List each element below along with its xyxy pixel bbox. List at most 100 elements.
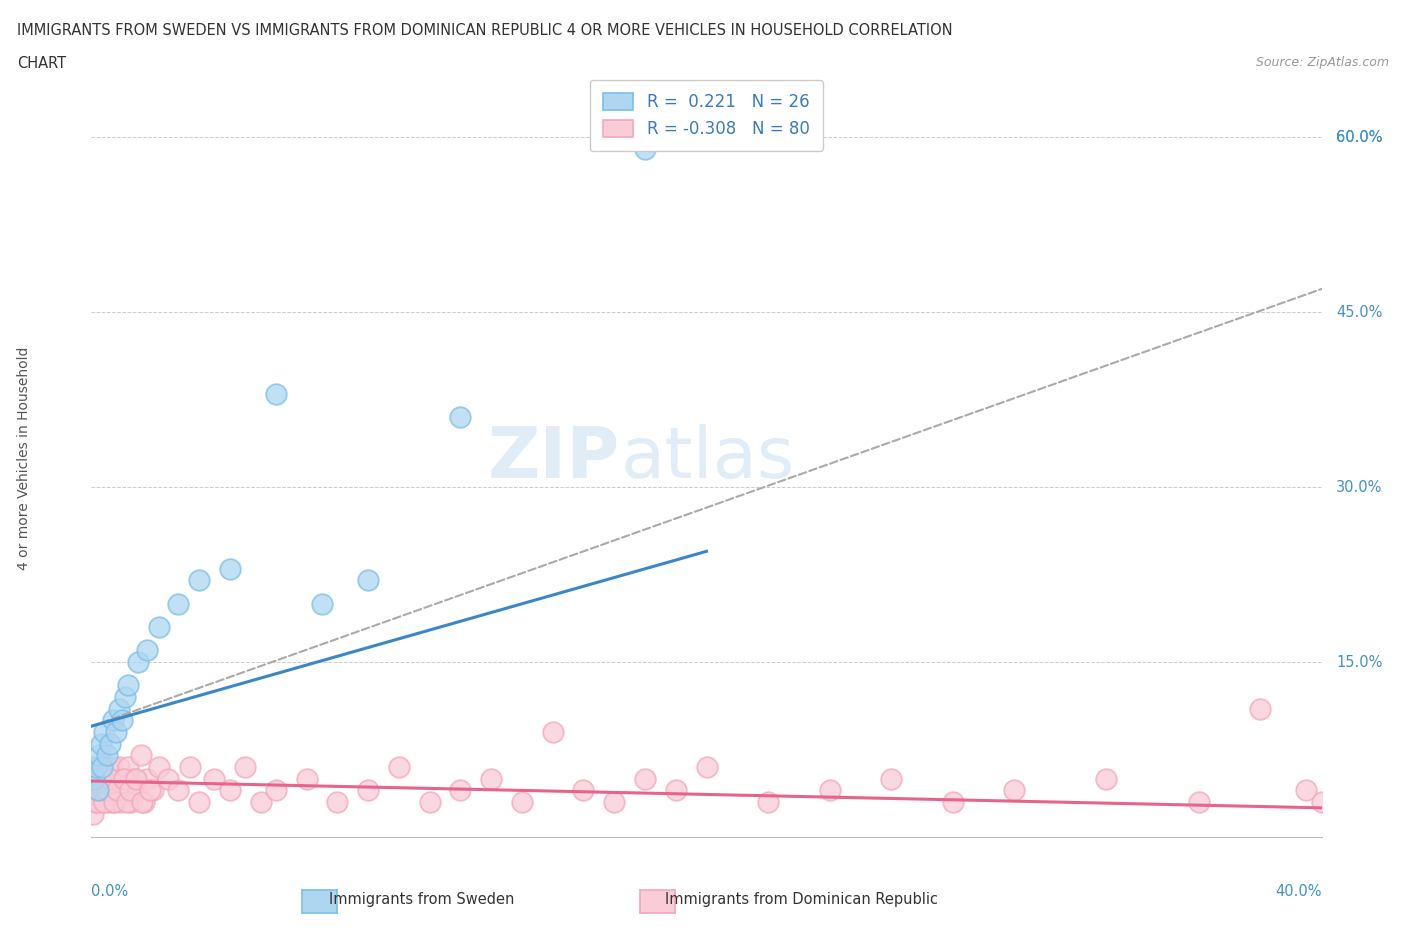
Point bbox=[86, 771, 108, 786]
Point bbox=[135, 771, 157, 786]
Point bbox=[166, 783, 188, 798]
Point bbox=[84, 760, 107, 775]
Text: Immigrants from Sweden: Immigrants from Sweden bbox=[329, 892, 515, 907]
Text: 45.0%: 45.0% bbox=[1336, 305, 1382, 320]
Point bbox=[1249, 701, 1271, 716]
Point bbox=[101, 713, 124, 728]
Point bbox=[124, 771, 146, 786]
Point bbox=[129, 748, 152, 763]
Point bbox=[264, 387, 287, 402]
Point bbox=[91, 760, 114, 775]
Point bbox=[83, 783, 105, 798]
Point bbox=[142, 783, 165, 798]
Point bbox=[166, 596, 188, 611]
Point bbox=[388, 760, 411, 775]
Point bbox=[101, 760, 124, 775]
Text: Immigrants from Dominican Republic: Immigrants from Dominican Republic bbox=[665, 892, 938, 907]
Point bbox=[90, 760, 112, 775]
Point bbox=[449, 783, 471, 798]
Point bbox=[118, 783, 141, 798]
Point bbox=[115, 794, 138, 809]
Point bbox=[110, 794, 132, 809]
Point bbox=[572, 783, 595, 798]
Point bbox=[100, 771, 122, 786]
Point bbox=[105, 783, 128, 798]
Point bbox=[83, 771, 105, 786]
Point bbox=[1187, 794, 1209, 809]
Point bbox=[86, 794, 108, 809]
Point bbox=[107, 783, 129, 798]
Point bbox=[117, 678, 139, 693]
Point bbox=[695, 760, 717, 775]
Point bbox=[114, 690, 136, 705]
Text: ZIP: ZIP bbox=[488, 423, 620, 493]
Text: CHART: CHART bbox=[17, 56, 66, 71]
Text: 40.0%: 40.0% bbox=[1275, 884, 1322, 898]
Point bbox=[87, 748, 110, 763]
Point bbox=[419, 794, 441, 809]
Point bbox=[82, 806, 104, 821]
Point bbox=[157, 771, 180, 786]
Point bbox=[127, 783, 149, 798]
Point bbox=[96, 783, 118, 798]
Point bbox=[100, 783, 122, 798]
Text: 60.0%: 60.0% bbox=[1336, 130, 1384, 145]
Point bbox=[139, 783, 162, 798]
Text: 15.0%: 15.0% bbox=[1336, 655, 1382, 670]
Point bbox=[188, 794, 211, 809]
Point bbox=[1310, 794, 1333, 809]
Point bbox=[880, 771, 903, 786]
Point bbox=[541, 724, 564, 739]
Point bbox=[510, 794, 533, 809]
Point bbox=[112, 771, 135, 786]
Point bbox=[83, 783, 105, 798]
Text: 0.0%: 0.0% bbox=[91, 884, 128, 898]
Point bbox=[114, 783, 136, 798]
Point bbox=[818, 783, 841, 798]
Point bbox=[103, 794, 125, 809]
Point bbox=[1295, 783, 1317, 798]
Point bbox=[603, 794, 626, 809]
Point bbox=[135, 643, 157, 658]
Point bbox=[665, 783, 688, 798]
Point bbox=[634, 771, 657, 786]
Point bbox=[87, 783, 110, 798]
Point bbox=[108, 760, 131, 775]
Point bbox=[218, 562, 240, 577]
Text: Source: ZipAtlas.com: Source: ZipAtlas.com bbox=[1256, 56, 1389, 69]
Point bbox=[634, 141, 657, 156]
Point bbox=[295, 771, 318, 786]
Point bbox=[127, 655, 149, 670]
Point bbox=[117, 760, 139, 775]
Point bbox=[131, 794, 153, 809]
Point bbox=[96, 748, 118, 763]
Point bbox=[87, 783, 110, 798]
Point bbox=[93, 771, 115, 786]
Point bbox=[264, 783, 287, 798]
Point bbox=[89, 771, 111, 786]
Point bbox=[86, 783, 108, 798]
Point bbox=[98, 771, 121, 786]
Point bbox=[93, 794, 115, 809]
Point bbox=[188, 573, 211, 588]
Text: IMMIGRANTS FROM SWEDEN VS IMMIGRANTS FROM DOMINICAN REPUBLIC 4 OR MORE VEHICLES : IMMIGRANTS FROM SWEDEN VS IMMIGRANTS FRO… bbox=[17, 23, 952, 38]
Point bbox=[479, 771, 502, 786]
Point bbox=[120, 794, 142, 809]
Point bbox=[90, 737, 112, 751]
Legend: R =  0.221   N = 26, R = -0.308   N = 80: R = 0.221 N = 26, R = -0.308 N = 80 bbox=[591, 80, 823, 152]
Point bbox=[357, 783, 380, 798]
Point bbox=[111, 713, 134, 728]
Point bbox=[249, 794, 271, 809]
Point bbox=[233, 760, 256, 775]
Point bbox=[756, 794, 779, 809]
Point bbox=[449, 410, 471, 425]
Point bbox=[179, 760, 201, 775]
Point bbox=[93, 724, 115, 739]
Point bbox=[108, 701, 131, 716]
Point bbox=[132, 794, 155, 809]
Point bbox=[105, 724, 127, 739]
Point bbox=[357, 573, 380, 588]
Point bbox=[1095, 771, 1118, 786]
Text: atlas: atlas bbox=[620, 423, 794, 493]
Point bbox=[103, 794, 125, 809]
